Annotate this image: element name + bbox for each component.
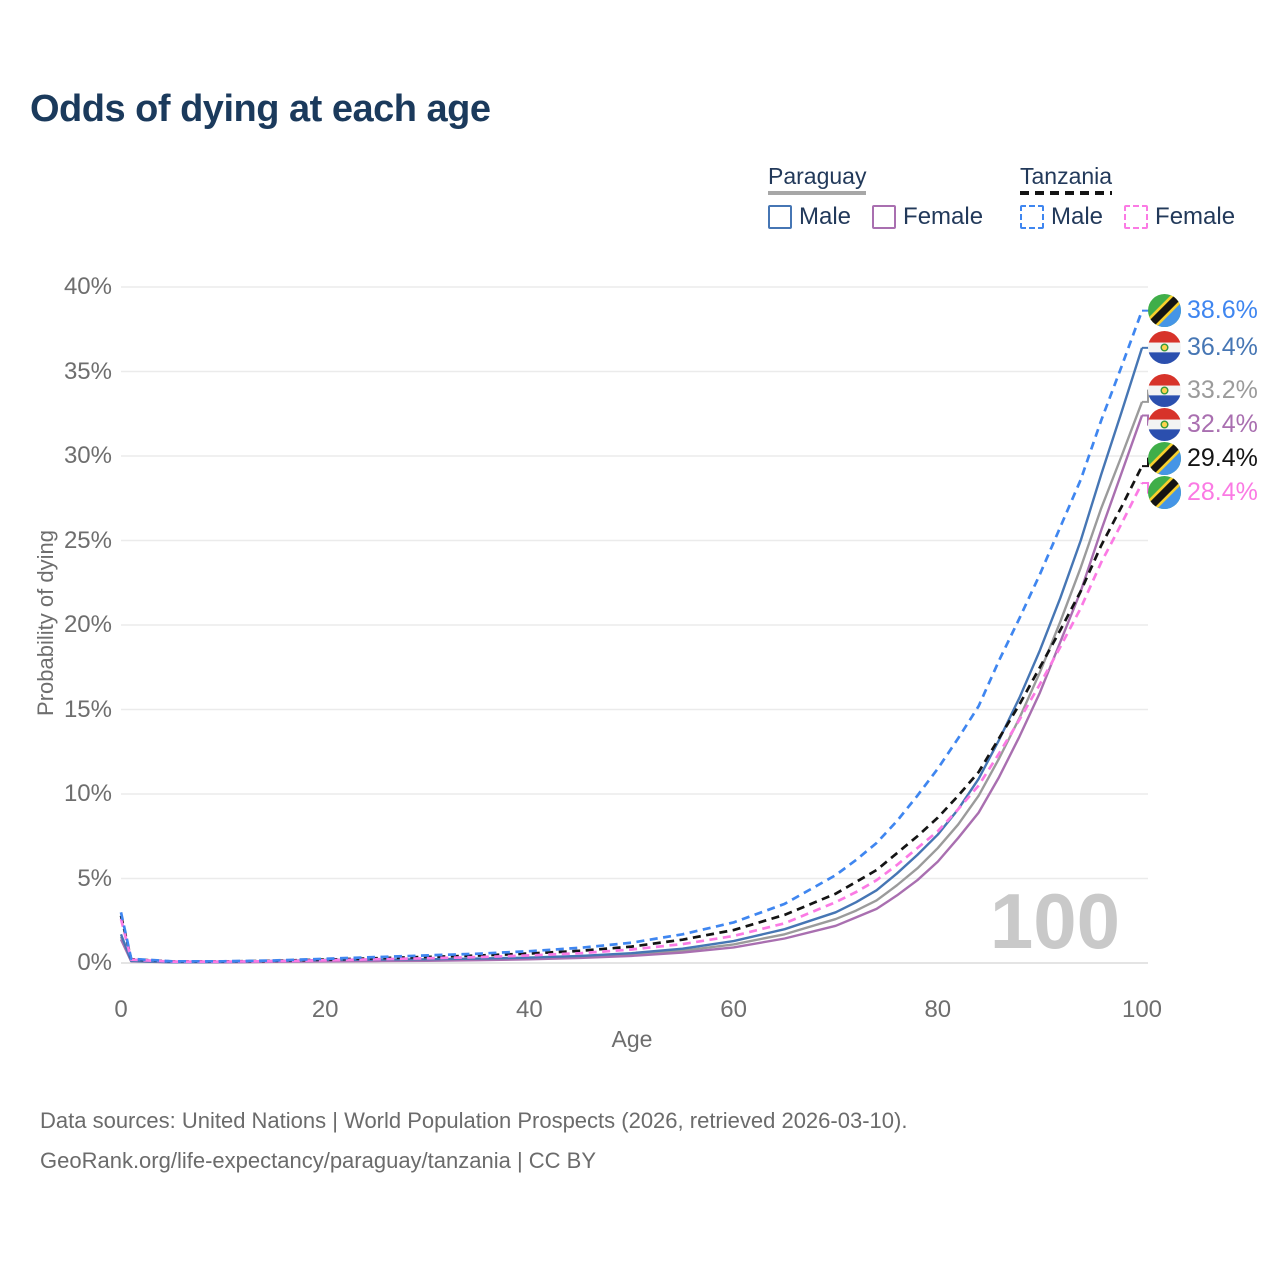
legend-group-paraguay: Paraguay Male Female	[768, 163, 997, 231]
legend-country-underline	[768, 191, 867, 195]
y-tick-label: 15%	[63, 695, 112, 723]
y-tick-label: 20%	[63, 611, 112, 638]
end-label-row-paraguay-total: 33.2%	[1148, 373, 1258, 407]
legend-swatch-icon	[872, 205, 897, 229]
series-line-tanzania-total	[119, 465, 1144, 963]
x-tick-label: 100	[1121, 996, 1163, 1023]
y-tick-label: 25%	[63, 526, 112, 554]
legend-country-label: Paraguay	[768, 163, 867, 195]
flag-icon-paraguay	[1148, 407, 1181, 441]
x-tick-label: 60	[720, 996, 747, 1023]
flag-icon-tanzania	[1148, 441, 1181, 475]
legend-item-tanzania-female: Female	[1124, 203, 1235, 231]
series-line-paraguay-female	[119, 415, 1144, 964]
end-label-row-paraguay-male: 36.4%	[1148, 330, 1258, 364]
page-title: Odds of dying at each age	[30, 88, 491, 130]
series-line-tanzania-male	[119, 310, 1144, 963]
y-tick-label: 10%	[63, 780, 112, 807]
age-counter-watermark: 100	[989, 877, 1120, 965]
y-tick-label: 40%	[63, 273, 112, 300]
flag-icon-paraguay	[1148, 373, 1181, 407]
x-tick-label: 0	[114, 996, 128, 1023]
series-line-paraguay-male	[119, 347, 1144, 964]
x-tick-label: 20	[311, 996, 339, 1023]
end-label-value: 38.6%	[1187, 295, 1258, 324]
y-tick-label: 35%	[63, 357, 112, 385]
legend-country-underline	[1020, 191, 1113, 195]
x-tick-label: 80	[924, 996, 952, 1023]
legend-item-label: Female	[903, 203, 984, 230]
legend: Paraguay Male Female Tanzania Male Female	[0, 0, 1280, 250]
footer-source-line: Data sources: United Nations | World Pop…	[40, 1108, 908, 1133]
legend-item-label: Male	[799, 203, 852, 230]
flag-icon-tanzania	[1148, 475, 1181, 509]
x-axis-title: Age	[611, 1026, 653, 1052]
y-tick-label: 0%	[77, 949, 112, 976]
end-label-row-paraguay-female: 32.4%	[1148, 407, 1258, 441]
flag-icon-paraguay	[1148, 330, 1181, 364]
series-line-tanzania-female	[119, 482, 1144, 963]
legend-group-tanzania: Tanzania Male Female	[1020, 163, 1249, 231]
end-label-value: 29.4%	[1187, 443, 1258, 472]
end-label-value: 28.4%	[1187, 477, 1258, 506]
footer-attribution-line: GeoRank.org/life-expectancy/paraguay/tan…	[40, 1148, 597, 1173]
y-axis-title: Probability of dying	[33, 530, 58, 716]
y-tick-label: 5%	[77, 864, 112, 892]
legend-country-label: Tanzania	[1020, 163, 1113, 195]
legend-item-label: Male	[1051, 203, 1104, 230]
flag-icon-tanzania	[1148, 293, 1181, 327]
x-tick-label: 40	[516, 996, 543, 1023]
end-label-row-tanzania-male: 38.6%	[1148, 293, 1258, 327]
legend-item-tanzania-male: Male	[1020, 203, 1103, 231]
legend-item-paraguay-male: Male	[768, 203, 851, 231]
end-label-value: 36.4%	[1187, 332, 1258, 361]
end-label-value: 33.2%	[1187, 375, 1258, 404]
end-label-row-tanzania-female: 28.4%	[1148, 475, 1258, 509]
legend-swatch-icon	[1124, 205, 1149, 229]
y-tick-label: 30%	[63, 442, 112, 469]
legend-swatch-icon	[1020, 205, 1044, 229]
legend-swatch-icon	[768, 205, 792, 229]
legend-item-label: Female	[1155, 203, 1236, 230]
end-label-value: 32.4%	[1187, 409, 1258, 438]
end-label-row-tanzania-total: 29.4%	[1148, 441, 1258, 475]
legend-item-paraguay-female: Female	[872, 203, 983, 231]
